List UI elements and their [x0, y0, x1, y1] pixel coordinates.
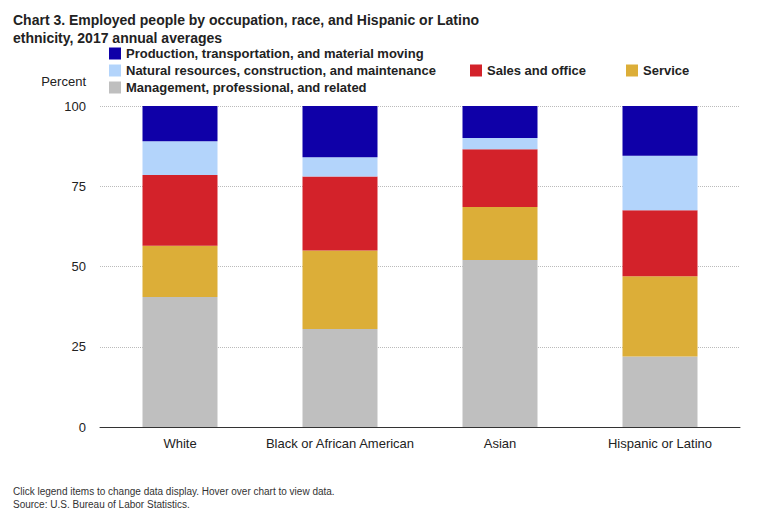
svg-text:Management, professional, and: Management, professional, and related	[126, 80, 367, 95]
svg-text:100: 100	[64, 99, 86, 114]
svg-text:Percent: Percent	[41, 74, 86, 89]
svg-text:Black or African American: Black or African American	[266, 436, 414, 451]
svg-text:Click legend items to change d: Click legend items to change data displa…	[13, 486, 335, 497]
svg-text:25: 25	[72, 339, 86, 354]
svg-text:Hispanic or Latino: Hispanic or Latino	[608, 436, 712, 451]
svg-text:75: 75	[72, 179, 86, 194]
svg-text:Production, transportation, an: Production, transportation, and material…	[126, 46, 424, 61]
svg-text:Sales and office: Sales and office	[487, 63, 586, 78]
svg-text:White: White	[163, 436, 196, 451]
svg-text:ethnicity, 2017 annual average: ethnicity, 2017 annual averages	[13, 30, 222, 46]
svg-text:50: 50	[72, 259, 86, 274]
svg-text:0: 0	[79, 420, 86, 435]
svg-text:Natural resources, constructio: Natural resources, construction, and mai…	[126, 63, 436, 78]
svg-text:Asian: Asian	[484, 436, 517, 451]
svg-text:Service: Service	[643, 63, 689, 78]
svg-text:Source: U.S. Bureau of Labor S: Source: U.S. Bureau of Labor Statistics.	[13, 499, 190, 510]
svg-text:Chart 3. Employed people by oc: Chart 3. Employed people by occupation, …	[13, 12, 483, 28]
